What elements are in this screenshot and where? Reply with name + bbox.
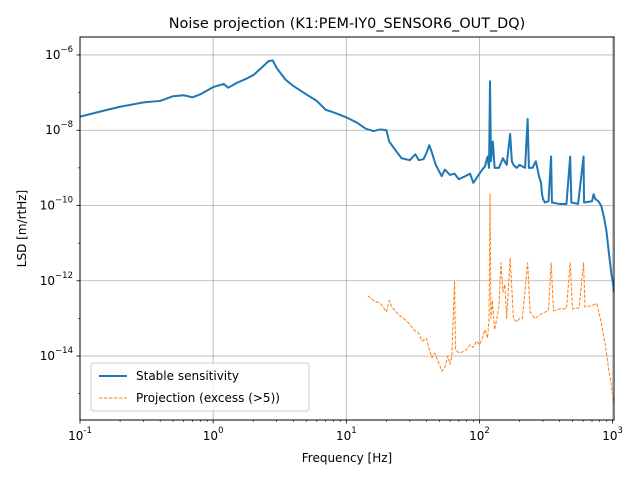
x-tick-label: 101: [336, 426, 357, 443]
grid: [79, 37, 614, 420]
x-tick-label: 102: [469, 426, 490, 443]
plot-frame: [79, 36, 615, 421]
y-tick-label: 10−6: [45, 45, 73, 62]
x-tick-label: 100: [203, 426, 224, 443]
x-tick-label: 10-1: [68, 426, 92, 443]
legend-label: Projection (excess (>5)): [136, 391, 280, 405]
y-tick-label: 10−8: [45, 120, 73, 137]
ticks: 10-1 100 101 102 103 10−14 10−12 10−10 10−8 10−6: [40, 45, 623, 443]
y-tick-label: 10−12: [40, 271, 73, 288]
chart-title: Noise projection (K1:PEM-IY0_SENSOR6_OUT…: [169, 16, 525, 32]
y-axis-label: LSD [m/rtHz]: [15, 190, 29, 267]
series-line-stable-sensitivity: [80, 59, 614, 293]
x-tick-label: 103: [602, 426, 623, 443]
series-layer: [80, 59, 614, 406]
x-axis-label: Frequency [Hz]: [302, 451, 393, 465]
series-line-projection: [367, 193, 614, 406]
y-tick-label: 10−14: [40, 346, 73, 363]
legend-label: Stable sensitivity: [136, 369, 239, 383]
legend: Stable sensitivity Projection (excess (>5…: [90, 362, 310, 412]
y-tick-label: 10−10: [40, 196, 73, 213]
legend-box: [90, 362, 310, 412]
